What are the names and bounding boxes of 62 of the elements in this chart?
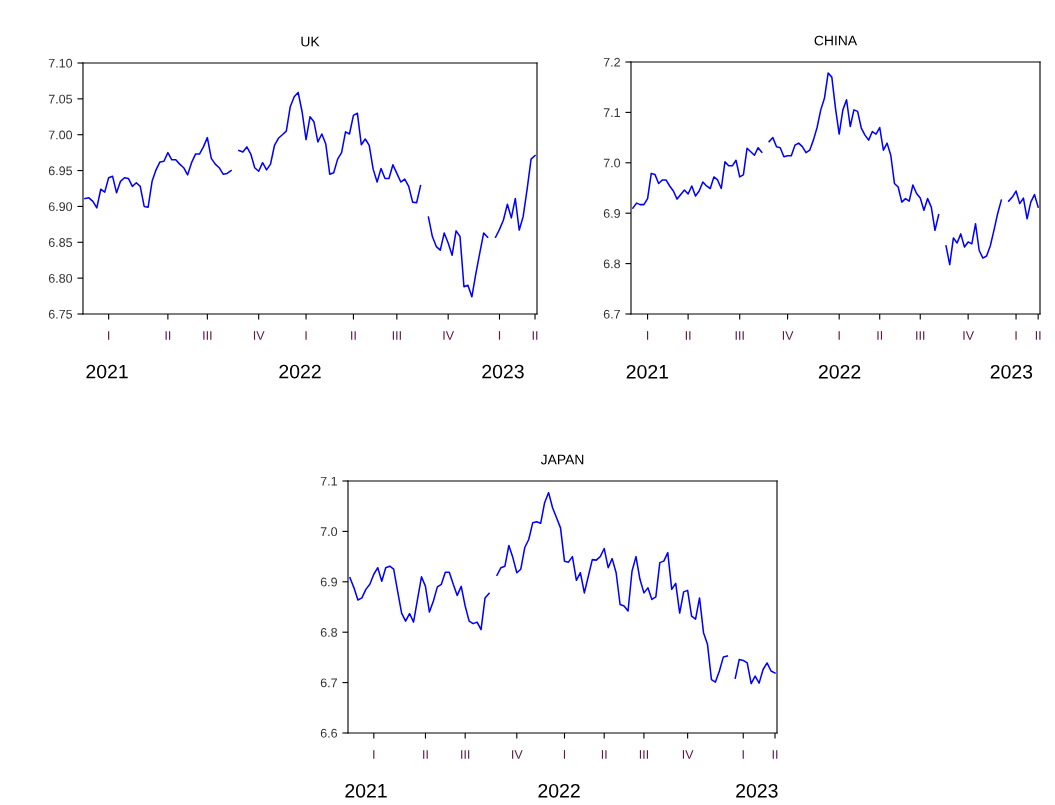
x-tick-label: I — [838, 331, 840, 340]
x-tick-label: I — [1015, 331, 1017, 340]
x-tick-label: I — [108, 331, 110, 340]
x-tick-label: I — [373, 750, 375, 759]
x-tick-label: IV — [253, 331, 265, 340]
x-tick-label: IV — [443, 331, 455, 340]
y-tick-label: 7.2 — [603, 57, 620, 67]
y-tick-label: 6.9 — [603, 209, 620, 218]
x-tick-label: II — [423, 750, 428, 759]
x-tick-label: III — [392, 331, 401, 340]
text: 2021 — [86, 364, 128, 379]
x-tick-label: III — [916, 331, 925, 340]
x-tick-label: III — [639, 750, 648, 759]
x-tick-label: II — [351, 331, 356, 340]
x-tick-label: II — [1035, 331, 1041, 340]
y-tick-label: 7.1 — [603, 108, 620, 117]
x-tick-label: III — [461, 750, 470, 759]
x-tick-label: IV — [963, 331, 974, 340]
y-tick-label: 6.8 — [320, 628, 338, 637]
y-tick-label: 6.90 — [48, 202, 73, 212]
x-tick-label: IV — [512, 750, 523, 759]
text: 2023 — [736, 783, 778, 798]
y-tick-label: 6.8 — [603, 259, 621, 269]
x-tick-label: III — [735, 331, 744, 340]
y-tick-label: 6.6 — [320, 728, 338, 738]
y-tick-label: 6.80 — [48, 273, 73, 283]
y-tick-label: 7.05 — [48, 94, 73, 104]
x-tick-label: II — [532, 331, 538, 340]
x-tick-label: II — [601, 750, 607, 759]
y-tick-label: 7.0 — [603, 158, 621, 168]
y-tick-label: 6.95 — [48, 166, 73, 176]
y-tick-label: 7.0 — [320, 527, 338, 537]
chart-title: CHINA — [814, 35, 858, 46]
x-tick-label: II — [772, 750, 778, 759]
text: 2022 — [538, 783, 580, 798]
y-tick-label: 6.7 — [320, 678, 337, 688]
chart-title: UK — [301, 36, 320, 47]
text: 2021 — [626, 364, 669, 379]
x-tick-label: III — [203, 331, 212, 340]
x-tick-label: IV — [782, 331, 794, 340]
x-tick-label: II — [685, 331, 691, 340]
text: 2021 — [345, 783, 387, 798]
chart-title: JAPAN — [540, 454, 584, 465]
x-tick-label: I — [498, 331, 501, 340]
x-tick-label: I — [563, 750, 566, 759]
text: 2023 — [482, 364, 524, 379]
text: 2022 — [818, 364, 861, 379]
y-tick-label: 7.1 — [320, 476, 337, 486]
y-tick-label: 6.85 — [48, 238, 73, 247]
text: 2022 — [279, 364, 321, 379]
x-tick-label: I — [647, 331, 649, 340]
y-tick-label: 7.00 — [48, 130, 73, 140]
x-tick-label: II — [877, 331, 883, 340]
y-tick-label: 6.7 — [603, 309, 620, 319]
text: 2023 — [990, 364, 1033, 379]
y-tick-label: 6.9 — [320, 577, 337, 587]
x-tick-label: II — [165, 331, 171, 340]
x-tick-label: I — [305, 331, 307, 340]
x-tick-label: I — [742, 750, 744, 759]
y-tick-label: 6.75 — [48, 309, 73, 319]
x-tick-label: IV — [682, 750, 694, 759]
y-tick-label: 7.10 — [48, 58, 73, 68]
